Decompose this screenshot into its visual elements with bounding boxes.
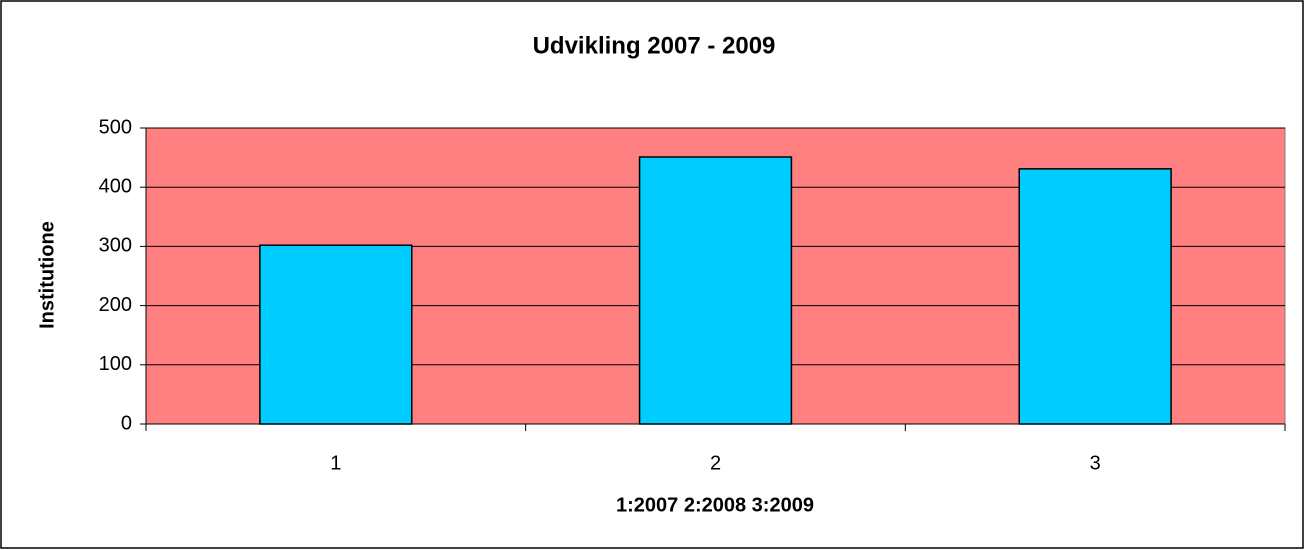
x-tick-label: 1 (330, 452, 341, 474)
x-tick-label: 3 (1090, 452, 1101, 474)
y-tick-label: 300 (99, 235, 132, 257)
x-tick-label: 2 (710, 452, 721, 474)
bar (638, 156, 793, 425)
bar (259, 244, 413, 425)
y-axis-label: Institutione (36, 221, 58, 329)
bar (1018, 168, 1172, 425)
y-tick-label: 200 (99, 294, 132, 316)
y-tick-label: 400 (99, 175, 132, 197)
y-tick-label: 100 (99, 353, 132, 375)
y-tick-label: 0 (121, 412, 132, 434)
y-tick-label: 500 (99, 116, 132, 138)
x-axis-label: 1:2007 2:2008 3:2009 (616, 494, 814, 516)
chart-title: Udvikling 2007 - 2009 (533, 32, 776, 59)
